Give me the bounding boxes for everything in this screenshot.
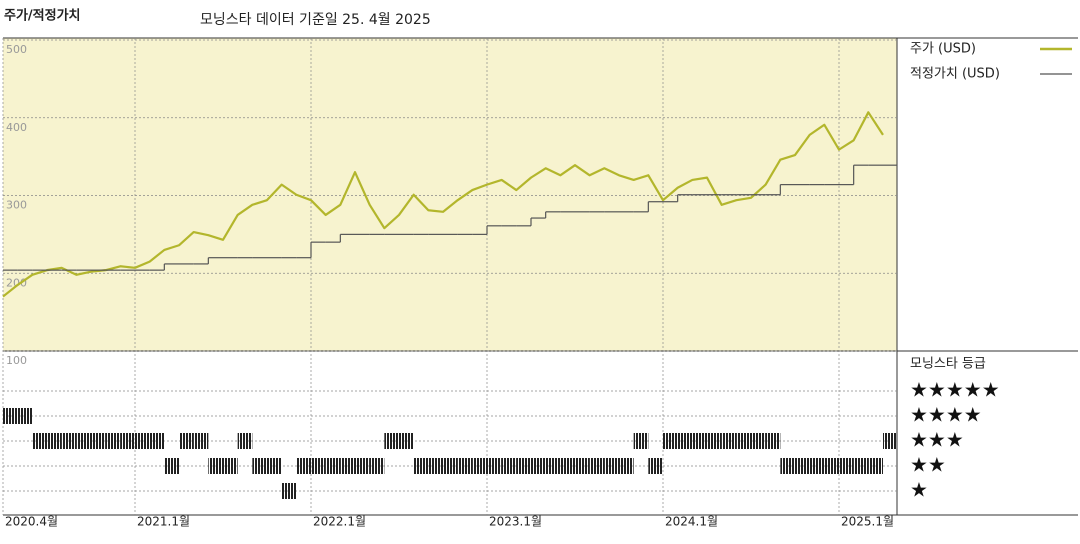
rating-bar	[795, 458, 810, 474]
rating-bar	[472, 458, 487, 474]
rating-bar	[325, 458, 341, 474]
rating-bar	[677, 433, 693, 449]
rating-bar	[340, 458, 355, 474]
rating-bar	[193, 433, 209, 449]
rating-bar	[179, 433, 194, 449]
rating-bar	[839, 458, 854, 474]
rating-bar	[663, 433, 678, 449]
rating-bar	[399, 433, 414, 449]
rating-bar	[457, 458, 473, 474]
rating-bar	[311, 458, 326, 474]
x-tick-label: 2025.1월	[841, 515, 894, 529]
chart-title: 주가/적정가치	[4, 8, 81, 24]
rating-bar	[369, 458, 385, 474]
x-tick-label: 2023.1월	[489, 515, 542, 529]
legend-label: 주가 (USD)	[910, 42, 976, 57]
rating-bar	[883, 433, 897, 449]
y-tick-label: 200	[6, 276, 27, 289]
rating-bar	[751, 433, 766, 449]
rating-bar	[281, 483, 297, 499]
x-tick-label: 2020.4월	[5, 515, 58, 529]
rating-bar	[736, 433, 751, 449]
rating-bar	[443, 458, 458, 474]
rating-bar	[208, 458, 223, 474]
y-tick-label: 300	[6, 199, 27, 212]
rating-bar	[575, 458, 590, 474]
rating-bar	[296, 458, 311, 474]
rating-bar	[428, 458, 443, 474]
rating-legend: ★★	[910, 453, 946, 477]
rating-bar	[267, 458, 282, 474]
y-tick-label: 400	[6, 121, 27, 134]
rating-bar	[765, 433, 781, 449]
rating-bar	[17, 408, 33, 424]
rating-bar	[633, 433, 649, 449]
rating-title: 모닝스타 등급	[910, 357, 986, 372]
rating-bar	[809, 458, 825, 474]
rating-bar	[721, 433, 737, 449]
rating-bar	[487, 458, 502, 474]
rating-legend: ★★★★★	[910, 378, 1000, 402]
rating-bar	[413, 458, 429, 474]
rating-bar	[853, 458, 869, 474]
price-line	[2, 111, 884, 298]
rating-bar	[824, 458, 839, 474]
rating-bar	[707, 433, 722, 449]
rating-bar	[252, 458, 267, 474]
x-tick-label: 2022.1월	[313, 515, 366, 529]
rating-bar	[61, 433, 77, 449]
rating-bar	[589, 458, 605, 474]
rating-legend: ★★★★	[910, 403, 982, 427]
rating-bar	[355, 458, 370, 474]
rating-bar	[604, 458, 619, 474]
rating-legend: ★★★	[910, 428, 964, 452]
rating-bar	[149, 433, 165, 449]
y-tick-label: 100	[6, 354, 27, 367]
rating-bar	[237, 433, 253, 449]
rating-bar	[91, 433, 106, 449]
x-tick-label: 2024.1월	[665, 515, 718, 529]
rating-bar	[76, 433, 91, 449]
rating-bar	[868, 458, 883, 474]
rating-bar	[780, 458, 795, 474]
rating-bar	[545, 458, 561, 474]
rating-bar	[384, 433, 399, 449]
rating-bar	[3, 408, 18, 424]
rating-bar	[648, 458, 663, 474]
rating-bar	[516, 458, 531, 474]
rating-legend: ★	[910, 478, 928, 502]
rating-bar	[164, 458, 179, 474]
rating-bar	[619, 458, 634, 474]
x-tick-label: 2021.1월	[137, 515, 190, 529]
rating-bar	[135, 433, 150, 449]
chart-subtitle: 모닝스타 데이터 기준일 25. 4월 2025	[200, 12, 431, 28]
rating-bar	[531, 458, 546, 474]
rating-bar	[560, 458, 575, 474]
rating-bar	[32, 433, 47, 449]
rating-bar	[692, 433, 707, 449]
rating-bar	[47, 433, 62, 449]
legend-label: 적정가치 (USD)	[910, 67, 1000, 82]
y-tick-label: 500	[6, 43, 27, 56]
rating-bar	[223, 458, 238, 474]
rating-bar	[120, 433, 135, 449]
rating-bar	[105, 433, 121, 449]
rating-bar	[501, 458, 517, 474]
